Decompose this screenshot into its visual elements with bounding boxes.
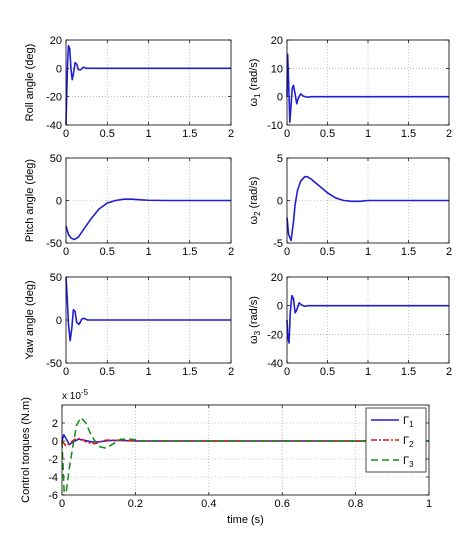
y-tick-label: 0 <box>52 436 58 448</box>
legend-label-1: Γ1 <box>403 415 414 429</box>
series-line-1 <box>286 294 449 344</box>
x-tick-label: 1 <box>365 366 371 378</box>
subplot-1: 0 0.5 1 1.5 2 -40 -20 0 20 Roll angle (deg) <box>24 35 234 140</box>
x-tick-label: 0 <box>59 498 65 510</box>
series-line-1 <box>65 276 231 342</box>
legend-label-2: Γ2 <box>403 435 414 449</box>
subplot-7: 0 0.2 0.4 0.6 0.8 1 -6 -4 -2 0 2 Control torques (N… <box>20 388 432 526</box>
x-tick-label: 1 <box>365 246 371 258</box>
y-axis-label: ω1 (rad/s) <box>248 59 262 107</box>
x-tick-label: 2 <box>446 366 452 378</box>
y-tick-label: 0 <box>277 301 283 313</box>
x-tick-label: 2 <box>228 128 234 140</box>
y-tick-label: 50 <box>50 272 62 284</box>
series-line-1 <box>65 198 231 241</box>
series-line-1 <box>65 44 231 126</box>
x-tick-label: 1 <box>145 246 151 258</box>
x-tick-label: 0.5 <box>320 246 335 258</box>
x-tick-label: 0 <box>284 246 290 258</box>
y-tick-label: -5 <box>273 238 283 250</box>
y-tick-label: 5 <box>277 153 283 165</box>
x-tick-label: 1.5 <box>401 128 416 140</box>
axes-frame <box>65 276 232 364</box>
x-tick-label: 1.5 <box>401 246 416 258</box>
y-axis-label: Roll angle (deg) <box>24 44 36 122</box>
y-tick-label: -2 <box>48 454 58 466</box>
y-tick-label: -50 <box>46 238 62 250</box>
legend-label-3: Γ3 <box>403 455 414 469</box>
x-tick-label: 0.8 <box>348 498 363 510</box>
x-tick-label: 0 <box>284 366 290 378</box>
x-tick-label: 0 <box>63 128 69 140</box>
axes-frame <box>286 39 450 126</box>
y-axis-label: ω3 (rad/s) <box>248 296 262 344</box>
x-tick-label: 0.5 <box>320 128 335 140</box>
x-tick-label: 1.5 <box>182 128 197 140</box>
axes-frame <box>286 276 450 364</box>
x-tick-label: 0.5 <box>320 366 335 378</box>
x-tick-label: 1 <box>145 128 151 140</box>
x-tick-label: 0 <box>63 366 69 378</box>
x-tick-label: 2 <box>228 366 234 378</box>
y-tick-label: -6 <box>48 490 58 502</box>
y-axis-label: Yaw angle (deg) <box>24 280 36 359</box>
axes-frame <box>65 39 232 126</box>
y-tick-label: 0 <box>56 63 62 75</box>
y-tick-label: -50 <box>46 358 62 370</box>
x-tick-label: 1 <box>426 498 432 510</box>
x-tick-label: 2 <box>446 246 452 258</box>
x-tick-label: 0 <box>63 246 69 258</box>
y-tick-label: 50 <box>50 153 62 165</box>
y-tick-label: 0 <box>277 196 283 208</box>
x-tick-label: 1 <box>145 366 151 378</box>
x-axis-label: time (s) <box>227 514 264 526</box>
series-line-1 <box>286 53 449 123</box>
y-axis-label: Control torques (N.m) <box>20 397 32 503</box>
series-line-1 <box>286 175 449 242</box>
subplot-6: 0 0.5 1 1.5 2 -40 -20 0 20 ω3 (rad/s) <box>248 272 452 378</box>
y-tick-label: 20 <box>50 35 62 47</box>
x-tick-label: 0.5 <box>100 128 115 140</box>
y-tick-label: 0 <box>277 92 283 104</box>
y-tick-label: 0 <box>56 196 62 208</box>
x-tick-label: 0.5 <box>100 246 115 258</box>
axes-frame <box>65 157 232 244</box>
y-axis-label: ω2 (rad/s) <box>248 177 262 225</box>
x-tick-label: 0 <box>284 128 290 140</box>
series-line-3 <box>61 416 429 494</box>
y-tick-label: 20 <box>271 272 283 284</box>
y-tick-label: -4 <box>48 472 58 484</box>
y-tick-label: 0 <box>56 315 62 327</box>
x-tick-label: 0.6 <box>275 498 290 510</box>
axis-multiplier: x 10-5 <box>62 388 89 402</box>
y-tick-label: 2 <box>52 418 58 430</box>
x-tick-label: 0.5 <box>100 366 115 378</box>
y-tick-label: -40 <box>267 358 283 370</box>
x-tick-label: 1.5 <box>182 366 197 378</box>
y-tick-label: -10 <box>267 120 283 132</box>
x-tick-label: 1.5 <box>182 246 197 258</box>
y-tick-label: 10 <box>271 63 283 75</box>
x-tick-label: 2 <box>446 128 452 140</box>
x-tick-label: 0.2 <box>128 498 143 510</box>
axes-frame <box>286 157 450 244</box>
y-tick-label: -20 <box>46 92 62 104</box>
y-tick-label: 20 <box>271 35 283 47</box>
series-line-2 <box>61 437 429 447</box>
x-tick-label: 1 <box>365 128 371 140</box>
x-tick-label: 1.5 <box>401 366 416 378</box>
y-tick-label: -40 <box>46 120 62 132</box>
axes-frame <box>61 404 430 496</box>
x-tick-label: 0.4 <box>201 498 216 510</box>
x-tick-label: 2 <box>228 246 234 258</box>
y-tick-label: -20 <box>267 329 283 341</box>
legend: Γ1 Γ2 Γ3 <box>365 407 427 473</box>
y-axis-label: Pitch angle (deg) <box>24 159 36 242</box>
